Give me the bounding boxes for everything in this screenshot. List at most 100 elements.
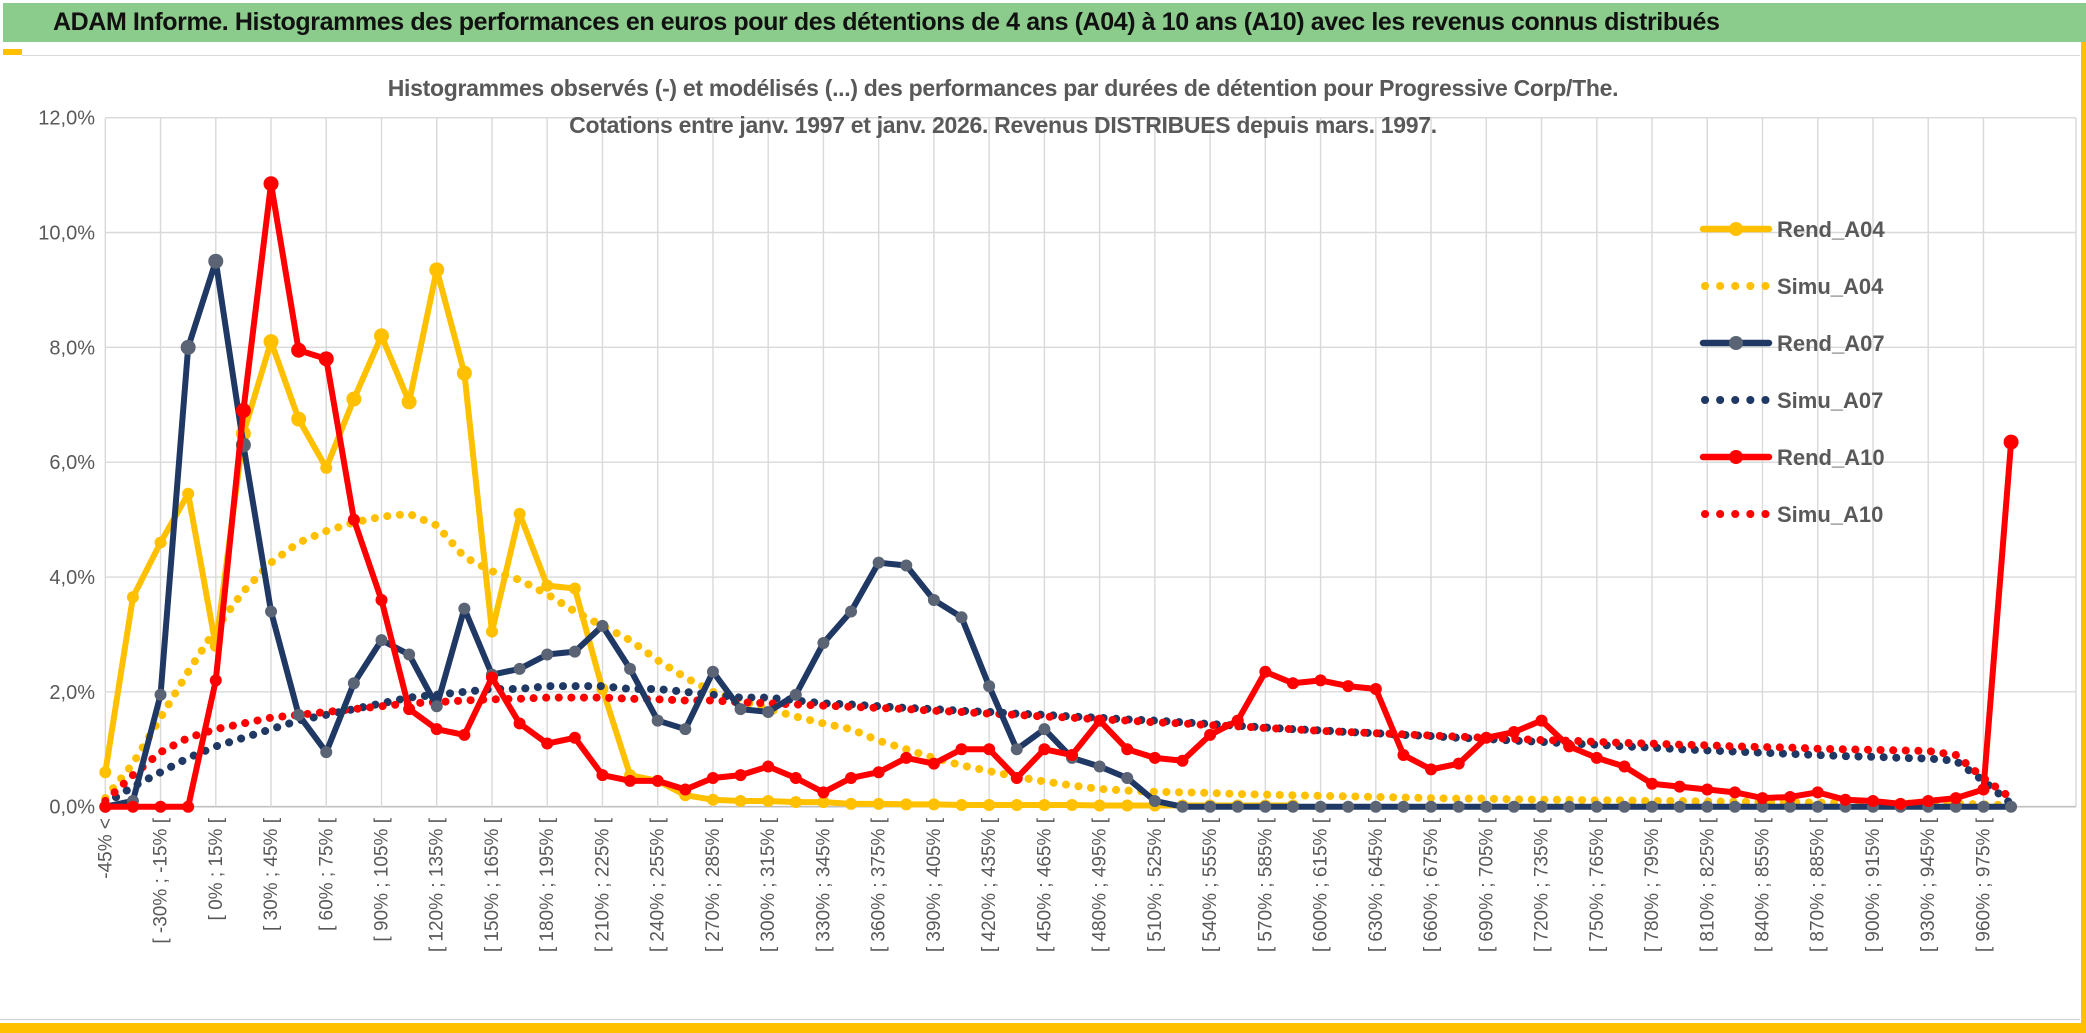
series-Rend_A10-marker <box>430 723 443 736</box>
series-Rend_A07-marker <box>154 688 167 701</box>
x-axis-label: [ 180% ; 195% [ <box>537 817 558 952</box>
series-Rend_A04-marker <box>263 334 279 350</box>
series-Rend_A04-marker <box>456 365 472 381</box>
legend-sample-marker <box>1729 222 1743 236</box>
series-Rend_A07-marker <box>1977 800 1990 813</box>
x-axis-label: -45% < <box>95 818 116 879</box>
series-layer <box>99 176 2019 813</box>
series-Rend_A10-marker <box>1618 760 1631 773</box>
series-Rend_A07-marker <box>955 611 968 624</box>
series-Rend_A07-marker <box>568 645 581 658</box>
series-Rend_A07-marker <box>789 688 802 701</box>
x-axis-label: [ 630% ; 645% [ <box>1366 817 1387 952</box>
x-axis-label: [ 510% ; 525% [ <box>1145 817 1166 952</box>
series-Rend_A07-marker <box>651 714 664 727</box>
series-Rend_A04-marker <box>900 798 913 811</box>
series-Rend_A04-marker <box>1010 798 1023 811</box>
x-axis-label: [ 720% ; 735% [ <box>1532 817 1553 952</box>
series-Rend_A10-marker <box>1728 786 1741 799</box>
series-Rend_A10-marker <box>1756 792 1769 805</box>
series-Rend_A10-marker <box>1977 783 1990 796</box>
series-Rend_A07-marker <box>430 700 443 713</box>
series-Rend_A10-marker <box>403 703 416 716</box>
series-Rend_A07-marker <box>1756 800 1769 813</box>
series-Rend_A10-marker <box>485 671 498 684</box>
series-Rend_A04-marker <box>789 796 802 809</box>
series-Rend_A07-marker <box>2005 800 2018 813</box>
series-Rend_A04-marker <box>845 797 858 810</box>
series-Rend_A07-marker <box>1259 800 1272 813</box>
legend-item-Rend_A07: Rend_A07 <box>1699 331 1885 356</box>
series-Rend_A04-marker <box>927 798 940 811</box>
series-Rend_A07-marker <box>927 593 940 606</box>
y-axis-label: 6,0% <box>49 452 95 474</box>
series-Rend_A07-marker <box>845 605 858 618</box>
series-Rend_A07-marker <box>1231 800 1244 813</box>
x-axis-label: [ 480% ; 495% [ <box>1090 817 1111 952</box>
series-Rend_A10-marker <box>1673 780 1686 793</box>
series-Rend_A04-marker <box>429 262 445 278</box>
x-axis-label: [ 930% ; 945% [ <box>1918 817 1939 952</box>
series-Rend_A07-marker <box>706 665 719 678</box>
y-axis-labels: 0,0% 2,0% 4,0% 6,0% 8,0% 10,0% 12,0% <box>38 108 95 819</box>
series-Rend_A10-marker <box>2003 434 2019 450</box>
series-Rend_A07-marker <box>1010 743 1023 756</box>
series-Rend_A07-marker <box>1563 800 1576 813</box>
series-Rend_A10-marker <box>458 728 471 741</box>
series-Rend_A04-marker <box>513 507 526 520</box>
chart-legend: Rend_A04 Simu_A04 Rend_A07 Simu_A07 Rend_A10… <box>1699 217 1885 527</box>
series-Rend_A04-marker <box>182 487 195 500</box>
series-Rend_A10-marker <box>235 403 251 419</box>
x-axis-label: [ 300% ; 315% [ <box>758 817 779 952</box>
legend-item-Simu_A07: Simu_A07 <box>1701 388 1883 413</box>
series-Rend_A04-marker <box>734 794 747 807</box>
x-axis-label: [ 210% ; 225% [ <box>592 817 613 952</box>
series-Rend_A10-marker <box>1894 797 1907 810</box>
series-Rend_A10-marker <box>291 342 307 358</box>
x-axis-label: [ 780% ; 795% [ <box>1642 817 1663 952</box>
series-Rend_A10-marker <box>1866 794 1879 807</box>
series-Rend_A07-marker <box>872 556 885 569</box>
y-axis-label: 0,0% <box>49 797 95 819</box>
series-Rend_A04-marker <box>154 536 167 549</box>
series-Rend_A10-marker <box>734 769 747 782</box>
series-Rend_A07-line <box>102 258 2015 810</box>
chart-title-line2: Cotations entre janv. 1997 et janv. 2026… <box>569 112 1437 138</box>
series-Rend_A10-marker <box>1148 751 1161 764</box>
series-Rend_A04-marker <box>320 461 333 474</box>
series-Rend_A10-marker <box>126 800 139 813</box>
legend-label: Simu_A04 <box>1777 274 1884 299</box>
series-Rend_A10-marker <box>375 593 388 606</box>
series-Rend_A07-marker <box>624 662 637 675</box>
series-Rend_A10-marker <box>789 771 802 784</box>
series-Rend_A10-marker <box>1121 743 1134 756</box>
x-axis-label: [ 60% ; 75% [ <box>316 817 337 931</box>
series-Rend_A10-marker <box>1480 731 1493 744</box>
series-Rend_A07-marker <box>1176 800 1189 813</box>
series-Rend_A10-marker <box>927 757 940 770</box>
series-Rend_A04-marker <box>1066 798 1078 811</box>
series-Rend_A10-marker <box>900 751 913 764</box>
legend-sample-marker <box>1729 450 1743 464</box>
x-axis-label: [ 660% ; 675% [ <box>1421 817 1442 952</box>
series-Rend_A07-marker <box>1093 760 1106 773</box>
series-Simu_A07-line <box>101 682 2016 808</box>
legend-label: Rend_A04 <box>1777 217 1885 242</box>
series-Rend_A10-marker <box>1259 665 1272 678</box>
series-Rend_A10-marker <box>651 774 664 787</box>
x-axis-label: [ 390% ; 405% [ <box>924 817 945 952</box>
series-Rend_A10-marker <box>1811 786 1824 799</box>
x-axis-label: [ 0% ; 15% [ <box>206 817 227 920</box>
series-Rend_A04-marker <box>817 796 830 809</box>
series-Rend_A07-marker <box>180 339 196 355</box>
x-axis-label: [ 840% ; 855% [ <box>1753 817 1774 952</box>
series-Rend_A07-marker <box>1204 800 1217 813</box>
series-Rend_A10-marker <box>955 743 968 756</box>
legend-sample-marker <box>1729 336 1743 350</box>
series-Rend_A10-marker <box>1342 680 1355 693</box>
y-axis-label: 10,0% <box>38 223 95 245</box>
series-Rend_A10-marker <box>1701 783 1714 796</box>
series-Rend_A07-marker <box>1425 800 1438 813</box>
page-title: ADAM Informe. Histogrammes des performan… <box>53 8 1720 36</box>
series-Rend_A10-marker <box>1922 794 1935 807</box>
